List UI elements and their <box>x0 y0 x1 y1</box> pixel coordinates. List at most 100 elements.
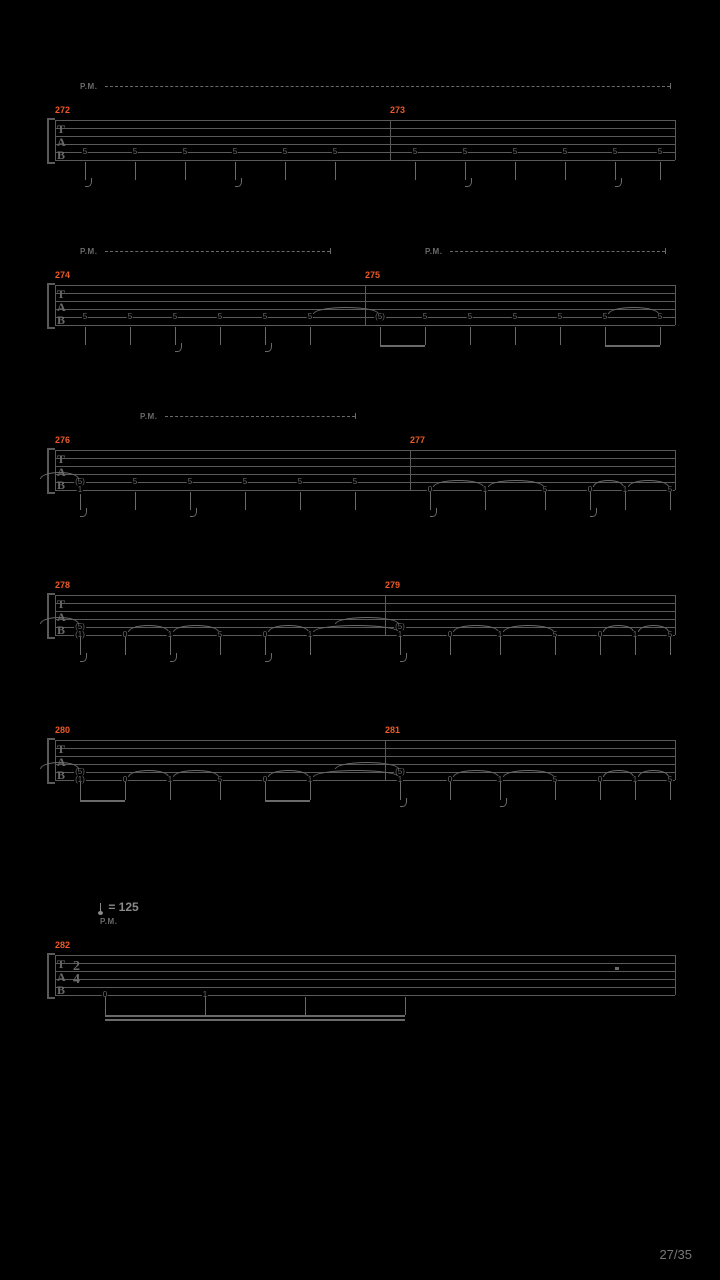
note-flag <box>400 653 407 662</box>
note-stem <box>130 327 131 345</box>
fret-number: 5 <box>332 148 338 156</box>
note-stem <box>635 637 636 655</box>
barline <box>675 955 676 995</box>
tab-clef-letter: T <box>57 598 65 610</box>
note-stem <box>310 327 311 345</box>
pm-label: P.M. <box>425 247 442 256</box>
tab-clef-letter: B <box>57 149 65 161</box>
staff-line <box>55 756 675 757</box>
note-stem <box>220 782 221 800</box>
pm-label: P.M. <box>140 412 157 421</box>
note-stem <box>105 997 106 1015</box>
staff-line <box>55 603 675 604</box>
tab-clef-letter: B <box>57 479 65 491</box>
staff-line <box>55 474 675 475</box>
pm-label: P.M. <box>80 247 97 256</box>
barline <box>365 285 366 325</box>
fret-number: 5 <box>297 478 303 486</box>
fret-number: 5 <box>657 148 663 156</box>
staff-line <box>55 136 675 137</box>
bar-number: 275 <box>365 270 380 280</box>
note-stem <box>125 637 126 655</box>
barline <box>55 740 56 780</box>
note-stem <box>470 327 471 345</box>
note-stem <box>625 492 626 510</box>
staff-line <box>55 450 675 451</box>
beam <box>105 1015 405 1017</box>
tie <box>268 625 309 632</box>
pm-label: P.M. <box>100 917 117 926</box>
barline <box>675 450 676 490</box>
fret-number: 5 <box>217 313 223 321</box>
system-bracket <box>47 283 55 329</box>
tab-clef-letter: T <box>57 958 65 970</box>
tie <box>173 625 219 632</box>
fret-number: 5 <box>82 148 88 156</box>
staff-line <box>55 490 675 491</box>
tie <box>128 770 169 777</box>
note-flag <box>265 343 272 352</box>
note-stem <box>355 492 356 510</box>
pm-dashes <box>165 416 355 417</box>
staff-line <box>55 748 675 749</box>
note-stem <box>600 637 601 655</box>
tie <box>638 770 669 777</box>
note-stem <box>500 637 501 655</box>
time-signature: 24 <box>73 961 80 986</box>
tempo-marking: = 125 <box>100 900 139 914</box>
tie <box>313 770 399 777</box>
note-stem <box>305 997 306 1015</box>
tie <box>608 307 659 314</box>
note-flag <box>265 653 272 662</box>
note-stem <box>600 782 601 800</box>
staff-line <box>55 979 675 980</box>
note-stem <box>670 492 671 510</box>
fret-number: 5 <box>512 313 518 321</box>
staff-line <box>55 120 675 121</box>
note-flag <box>190 508 197 517</box>
note-stem <box>335 162 336 180</box>
fret-number: 5 <box>182 148 188 156</box>
barline <box>675 285 676 325</box>
fret-number: 5 <box>467 313 473 321</box>
note-flag <box>500 798 507 807</box>
staff-line <box>55 160 675 161</box>
bar-number: 273 <box>390 105 405 115</box>
bar-number: 278 <box>55 580 70 590</box>
barline <box>675 120 676 160</box>
note-stem <box>135 162 136 180</box>
beam <box>380 345 425 347</box>
tie <box>40 472 79 479</box>
fret-number: 1 <box>77 486 83 494</box>
fret-number: 5 <box>352 478 358 486</box>
note-stem <box>670 782 671 800</box>
note-stem <box>220 327 221 345</box>
fret-number: 5 <box>562 148 568 156</box>
staff-line <box>55 611 675 612</box>
pm-dashes <box>105 251 330 252</box>
barline <box>410 450 411 490</box>
note-stem <box>310 637 311 655</box>
fret-number: 5 <box>132 478 138 486</box>
note-stem <box>635 782 636 800</box>
note-stem <box>485 492 486 510</box>
fret-number: 5 <box>307 313 313 321</box>
bar-number: 282 <box>55 940 70 950</box>
fret-number: 5 <box>512 148 518 156</box>
system-bracket <box>47 593 55 639</box>
tie <box>488 480 544 487</box>
tie <box>173 770 219 777</box>
note-flag <box>590 508 597 517</box>
fret-number: 5 <box>657 313 663 321</box>
note-stem <box>565 162 566 180</box>
barline <box>55 450 56 490</box>
bar-number: 281 <box>385 725 400 735</box>
note-stem <box>660 327 661 345</box>
fret-number: 5 <box>187 478 193 486</box>
tie <box>638 625 669 632</box>
staff-line <box>55 325 675 326</box>
staff-line <box>55 963 675 964</box>
system-bracket <box>47 118 55 164</box>
fret-number: 5 <box>602 313 608 321</box>
staff-line <box>55 987 675 988</box>
